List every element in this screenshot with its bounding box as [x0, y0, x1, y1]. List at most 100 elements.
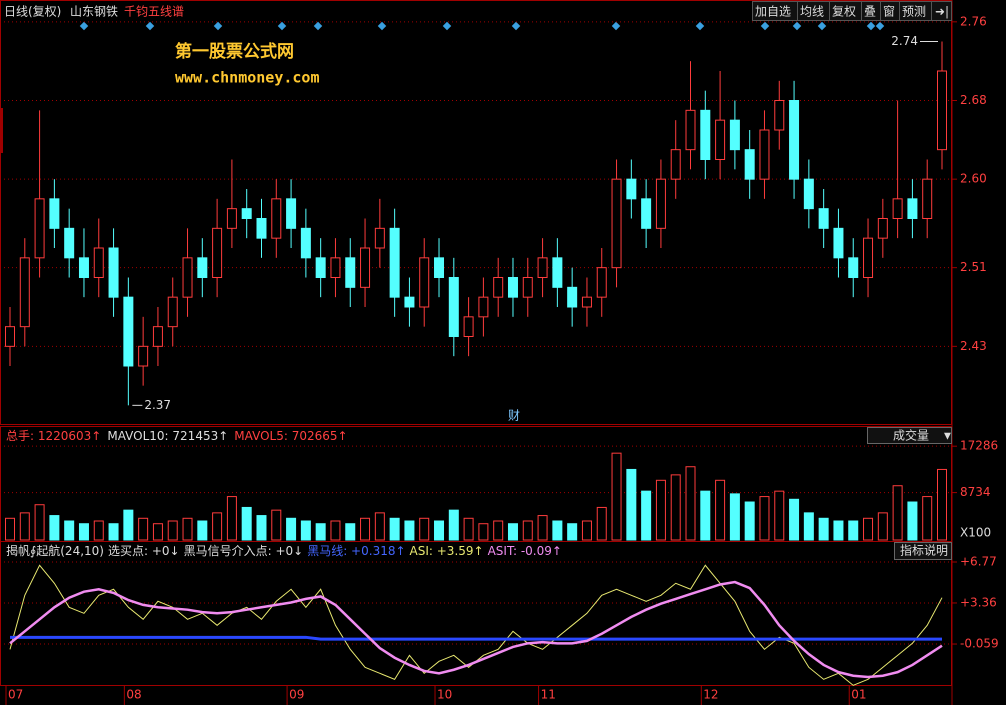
- candle-body: [493, 277, 504, 298]
- candle-body: [34, 198, 45, 259]
- candle-body: [256, 218, 267, 239]
- toolbar-button-label[interactable]: 复权: [832, 5, 856, 19]
- volume-legend: 总手: 1220603↑ MAVOL10: 721453↑ MAVOL5: 7026…: [6, 429, 348, 443]
- legend-item: 黑马信号介入点: +0↓: [184, 544, 304, 558]
- volume-bar: [655, 479, 666, 541]
- legend-item: 黑马线: +0.318↑: [307, 544, 405, 558]
- candle-body: [774, 100, 785, 131]
- volume-bar: [300, 520, 311, 541]
- y-tick-label: 8734: [960, 485, 991, 499]
- volume-bar: [507, 523, 518, 541]
- watermark-title: 第一股票公式网: [175, 41, 294, 62]
- candle-body: [49, 198, 60, 229]
- volume-bar: [315, 523, 326, 541]
- toolbar-button-label[interactable]: 窗: [883, 5, 895, 19]
- indicator-help[interactable]: [894, 542, 952, 560]
- volume-bar: [271, 509, 282, 541]
- candle-body: [182, 257, 193, 298]
- candle-body: [759, 129, 770, 180]
- candle-body: [374, 227, 385, 249]
- candle-body: [700, 109, 711, 161]
- volume-bar: [641, 490, 652, 541]
- candle-body: [833, 227, 844, 259]
- candle-body: [389, 227, 400, 298]
- candle-body: [507, 277, 518, 298]
- volume-bar: [19, 512, 30, 541]
- indicator-line: [9, 580, 943, 679]
- legend-item: ASI: +3.59↑: [410, 544, 484, 558]
- y-tick-label: 2.76: [960, 14, 987, 28]
- volume-bar: [448, 509, 459, 541]
- volume-bar: [596, 506, 607, 541]
- volume-bar: [892, 485, 903, 541]
- volume-bar: [922, 496, 933, 541]
- candle-body: [848, 257, 859, 279]
- candle-body: [123, 296, 134, 367]
- x-tick-label: 10: [437, 688, 452, 702]
- candle-body: [360, 247, 371, 288]
- volume-bar: [863, 517, 874, 541]
- candle-body: [330, 257, 341, 279]
- candle-body: [345, 257, 356, 288]
- toolbar-button-label[interactable]: 均线: [800, 5, 824, 19]
- signal-diamond: [377, 21, 387, 31]
- candle-body: [419, 257, 430, 308]
- indicator-legend: 揭帆∮起航(24,10) 选买点: +0↓ 黑马信号介入点: +0↓ 黑马线: +0.…: [6, 543, 562, 558]
- volume-bar: [700, 490, 711, 541]
- side-marker: [0, 108, 3, 153]
- watermark-url: www.chnmoney.com: [175, 69, 320, 87]
- candle-body: [611, 178, 622, 269]
- volume-bar: [685, 466, 696, 541]
- volume-bar: [907, 501, 918, 541]
- candle-body: [5, 326, 15, 347]
- candle-body: [315, 257, 326, 279]
- candle-body: [286, 198, 297, 229]
- volume-bar: [197, 520, 208, 541]
- legend-item: MAVOL5: 702665↑: [234, 429, 347, 443]
- legend-item: 总手: 1220603↑: [6, 429, 101, 443]
- signal-diamond: [277, 21, 287, 31]
- y-tick-label: +3.36: [960, 595, 997, 609]
- min-label: 2.37: [144, 398, 171, 412]
- candle-body: [596, 267, 607, 298]
- candle-body: [685, 109, 696, 151]
- volume-bar: [803, 512, 814, 541]
- volume-bar: [374, 512, 385, 541]
- volume-bar: [729, 493, 740, 541]
- indicator-title[interactable]: 指标说明: [900, 543, 948, 558]
- volume-selector[interactable]: [867, 427, 952, 444]
- candle-body: [818, 208, 829, 229]
- volume-bar: [522, 520, 533, 541]
- y-tick-label: 2.43: [960, 339, 987, 353]
- candle-body: [434, 257, 445, 279]
- volume-bar: [463, 517, 474, 541]
- volume-bar: [241, 506, 252, 541]
- y-tick-label: 2.51: [960, 260, 987, 274]
- volume-bar: [419, 517, 430, 541]
- toolbar-button-label[interactable]: 加自选: [755, 5, 791, 19]
- toolbar-button-label[interactable]: 叠: [864, 5, 876, 19]
- volume-bar: [93, 520, 104, 541]
- volume-title[interactable]: 成交量: [893, 428, 929, 443]
- toolbar-button-label[interactable]: 预测: [902, 5, 926, 19]
- volume-bar: [744, 501, 755, 541]
- candle-body: [522, 277, 533, 298]
- candle-body: [478, 296, 489, 318]
- candle-body: [64, 227, 75, 259]
- volume-bar: [34, 504, 45, 541]
- y-tick-label: 17286: [960, 439, 998, 453]
- candle-body: [803, 178, 814, 210]
- volume-bar: [5, 517, 15, 541]
- volume-bar: [789, 498, 800, 541]
- period: 日线(复权): [4, 5, 61, 19]
- dropdown-arrow[interactable]: ▼: [944, 432, 951, 442]
- toolbar-button[interactable]: [931, 1, 952, 21]
- candle-body: [877, 218, 888, 239]
- legend-item: 选买点: +0↓: [108, 544, 180, 558]
- volume-bar: [493, 520, 504, 541]
- toolbar-button-label[interactable]: ➜|: [935, 5, 949, 19]
- legend-item: ASIT: -0.09↑: [488, 544, 562, 558]
- candle-body: [907, 198, 918, 219]
- candle-body: [448, 277, 459, 337]
